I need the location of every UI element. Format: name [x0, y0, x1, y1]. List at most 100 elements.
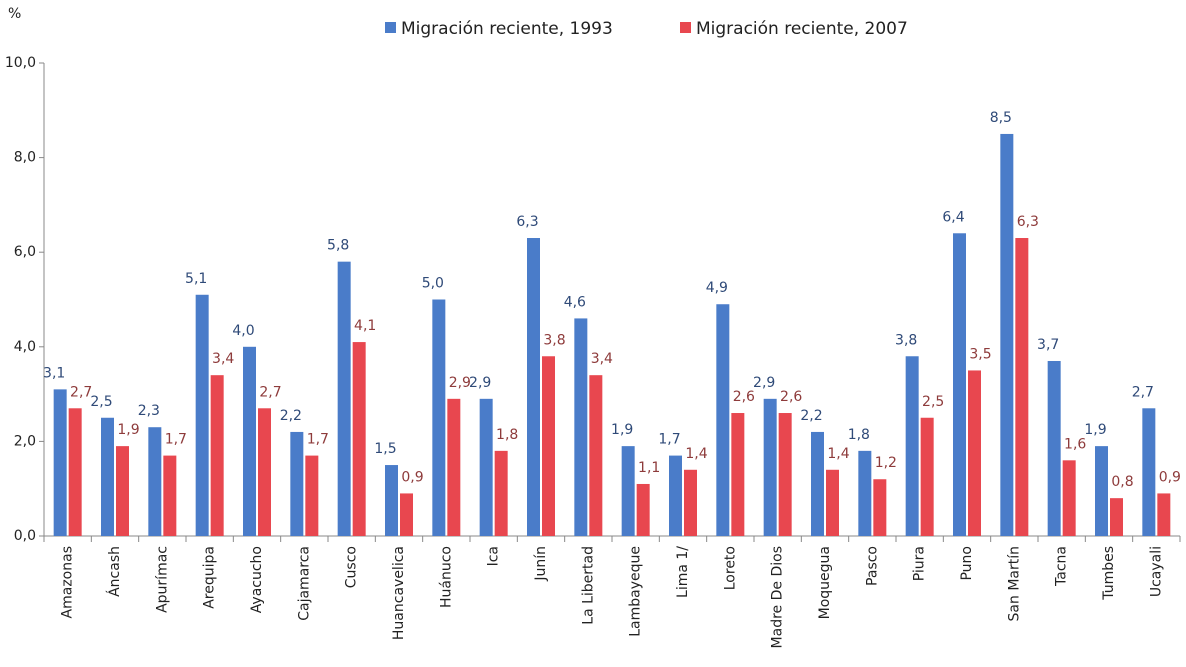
- y-tick-label: 10,0: [5, 55, 36, 71]
- x-tick-label: Lambayeque: [628, 546, 644, 637]
- value-label: 1,2: [875, 455, 897, 471]
- value-label: 2,7: [259, 384, 281, 400]
- bar: [778, 413, 792, 536]
- x-tick-label: Ayacucho: [249, 546, 265, 613]
- legend-label: Migración reciente, 1993: [401, 19, 613, 39]
- x-tick-label: Ica: [486, 546, 502, 566]
- legend-swatch: [385, 22, 396, 33]
- value-label: 1,8: [496, 427, 518, 443]
- x-tick-label: San Martín: [1006, 546, 1022, 621]
- bar: [589, 375, 603, 536]
- bar: [116, 446, 129, 536]
- value-label: 3,8: [895, 332, 917, 348]
- bar: [811, 431, 824, 536]
- legend-swatch: [680, 22, 691, 33]
- value-label: 3,8: [543, 332, 565, 348]
- value-label: 0,9: [1159, 469, 1181, 485]
- bar: [636, 483, 650, 536]
- bar: [953, 233, 966, 536]
- bar: [68, 408, 82, 536]
- bar: [400, 493, 413, 536]
- bar: [527, 238, 540, 536]
- x-tick-label: Ucayali: [1148, 546, 1164, 597]
- value-label: 2,2: [800, 408, 822, 424]
- value-label: 1,7: [165, 432, 187, 448]
- bar: [101, 417, 114, 536]
- value-label: 2,7: [1132, 384, 1154, 400]
- value-label: 3,7: [1037, 337, 1059, 353]
- value-label: 1,4: [685, 446, 707, 462]
- x-tick-label: Pasco: [864, 546, 880, 586]
- x-tick-label: Cajamarca: [296, 546, 312, 621]
- value-label: 1,5: [374, 441, 396, 457]
- bar: [669, 455, 682, 536]
- value-label: 2,6: [780, 389, 802, 405]
- bar: [1047, 360, 1061, 536]
- bar: [290, 431, 304, 536]
- bar: [1000, 133, 1014, 536]
- bar: [53, 389, 67, 536]
- x-tick-label: Cusco: [344, 546, 360, 588]
- bar: [920, 417, 934, 536]
- value-label: 5,0: [422, 276, 444, 292]
- bar: [826, 469, 839, 536]
- bar: [1015, 238, 1029, 536]
- x-tick-label: Piura: [912, 546, 928, 581]
- value-label: 1,7: [307, 432, 329, 448]
- value-label: 1,1: [638, 460, 660, 476]
- x-tick-label: Huánuco: [438, 546, 454, 608]
- value-label: 2,9: [753, 375, 775, 391]
- value-label: 1,9: [117, 422, 139, 438]
- value-label: 3,4: [212, 351, 234, 367]
- y-tick-label: 2,0: [14, 433, 36, 449]
- bar: [621, 446, 635, 536]
- bar: [574, 318, 588, 536]
- bar: [1095, 446, 1108, 536]
- value-label: 1,7: [658, 432, 680, 448]
- bar: [243, 346, 256, 536]
- value-label: 2,6: [733, 389, 755, 405]
- bar: [684, 469, 697, 536]
- bar: [763, 398, 777, 536]
- x-tick-label: Madre De Dios: [770, 546, 786, 648]
- value-label: 0,8: [1111, 474, 1133, 490]
- x-tick-label: Puno: [959, 546, 975, 581]
- value-label: 1,9: [611, 422, 633, 438]
- x-tick-label: Tumbes: [1101, 546, 1117, 601]
- value-label: 6,4: [942, 209, 964, 225]
- value-label: 2,5: [922, 394, 944, 410]
- value-label: 2,9: [449, 375, 471, 391]
- value-label: 6,3: [1017, 214, 1039, 230]
- bar: [1142, 408, 1156, 536]
- value-label: 1,9: [1084, 422, 1106, 438]
- x-tick-label: Loreto: [722, 546, 738, 590]
- value-label: 4,0: [232, 323, 254, 339]
- x-tick-label: Junín: [533, 546, 549, 582]
- value-label: 3,1: [43, 365, 65, 381]
- value-label: 1,4: [827, 446, 849, 462]
- x-tick-label: Huancavelica: [391, 546, 407, 640]
- bar: [716, 304, 730, 536]
- y-tick-label: 8,0: [14, 150, 36, 166]
- x-tick-label: Áncash: [106, 546, 123, 597]
- bar: [195, 294, 209, 536]
- bar: [873, 479, 887, 536]
- x-tick-label: Apurímac: [154, 546, 170, 613]
- value-label: 4,6: [564, 294, 586, 310]
- legend-label: Migración reciente, 2007: [696, 19, 908, 39]
- value-label: 5,1: [185, 271, 207, 287]
- value-label: 1,6: [1064, 436, 1086, 452]
- bar: [731, 413, 745, 536]
- value-label: 5,8: [327, 238, 349, 254]
- value-label: 2,9: [469, 375, 491, 391]
- bar: [1110, 498, 1123, 536]
- value-label: 2,2: [280, 408, 302, 424]
- value-label: 3,4: [591, 351, 613, 367]
- bar: [494, 450, 508, 536]
- bar: [542, 356, 555, 536]
- bar: [968, 370, 981, 536]
- bar: [258, 408, 271, 536]
- y-tick-label: 4,0: [14, 339, 36, 355]
- value-label: 4,9: [706, 280, 728, 296]
- value-label: 1,8: [848, 427, 870, 443]
